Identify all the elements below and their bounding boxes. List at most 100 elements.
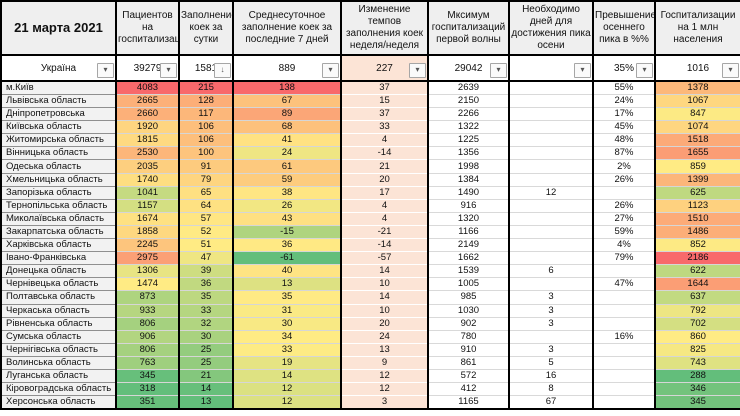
value-cell[interactable] xyxy=(508,81,593,95)
value-cell[interactable]: 1486 xyxy=(654,225,740,240)
region-name-cell[interactable]: Чернігівська область xyxy=(0,343,116,357)
value-cell[interactable]: 1030 xyxy=(427,304,509,318)
value-cell[interactable]: 1998 xyxy=(427,159,509,174)
value-cell[interactable]: 4 xyxy=(340,212,428,226)
value-cell[interactable]: 37 xyxy=(340,81,428,95)
value-cell[interactable]: 32 xyxy=(178,317,233,331)
value-cell[interactable]: 288 xyxy=(654,369,740,384)
value-cell[interactable]: -15 xyxy=(232,225,341,240)
value-cell[interactable] xyxy=(508,120,593,135)
value-cell[interactable]: 21 xyxy=(178,369,233,384)
filter-dropdown-icon[interactable]: ▾ xyxy=(97,63,114,78)
region-name-cell[interactable]: Дніпропетровська xyxy=(0,107,116,122)
value-cell[interactable]: -14 xyxy=(340,238,428,253)
value-cell[interactable]: 48% xyxy=(592,133,655,148)
value-cell[interactable] xyxy=(592,304,655,318)
value-cell[interactable]: 79 xyxy=(178,173,233,187)
value-cell[interactable]: 412 xyxy=(427,382,509,397)
value-cell[interactable]: 24 xyxy=(340,330,428,344)
value-cell[interactable]: 1123 xyxy=(654,199,740,213)
region-name-cell[interactable]: Івано-Франківська xyxy=(0,251,116,266)
value-cell[interactable]: 100 xyxy=(178,146,233,161)
value-cell[interactable]: 26% xyxy=(592,199,655,213)
summary-per-million-cell[interactable]: 1016 ▾ xyxy=(654,55,740,82)
region-name-cell[interactable]: Черкаська область xyxy=(0,304,116,318)
value-cell[interactable]: 1067 xyxy=(654,94,740,109)
value-cell[interactable] xyxy=(592,186,655,200)
value-cell[interactable]: 985 xyxy=(427,290,509,305)
value-cell[interactable]: 117 xyxy=(178,107,233,122)
value-cell[interactable]: 1740 xyxy=(115,173,179,187)
value-cell[interactable]: 59% xyxy=(592,225,655,240)
value-cell[interactable]: 763 xyxy=(115,356,179,370)
value-cell[interactable]: 8 xyxy=(508,382,593,397)
value-cell[interactable]: 35 xyxy=(178,290,233,305)
value-cell[interactable]: 45% xyxy=(592,120,655,135)
value-cell[interactable] xyxy=(508,159,593,174)
region-name-cell[interactable]: Київська область xyxy=(0,120,116,135)
value-cell[interactable]: 47% xyxy=(592,277,655,292)
region-name-cell[interactable]: Донецька область xyxy=(0,264,116,279)
value-cell[interactable]: 41 xyxy=(232,133,341,148)
value-cell[interactable] xyxy=(508,330,593,344)
value-cell[interactable]: -21 xyxy=(340,225,428,240)
value-cell[interactable]: 806 xyxy=(115,317,179,331)
value-cell[interactable] xyxy=(508,133,593,148)
value-cell[interactable] xyxy=(508,225,593,240)
value-cell[interactable]: 861 xyxy=(427,356,509,370)
value-cell[interactable]: 1474 xyxy=(115,277,179,292)
value-cell[interactable]: 4 xyxy=(340,133,428,148)
value-cell[interactable]: 59 xyxy=(232,173,341,187)
value-cell[interactable]: 2639 xyxy=(427,81,509,95)
value-cell[interactable] xyxy=(508,94,593,109)
filter-dropdown-icon[interactable]: ▾ xyxy=(409,63,426,78)
value-cell[interactable]: 15 xyxy=(340,94,428,109)
value-cell[interactable]: 12 xyxy=(232,395,341,410)
value-cell[interactable]: 17% xyxy=(592,107,655,122)
summary-beds-per-day-cell[interactable]: 1581 ↓ xyxy=(178,55,233,82)
value-cell[interactable]: 12 xyxy=(232,382,341,397)
value-cell[interactable]: 3 xyxy=(340,395,428,410)
value-cell[interactable]: 14 xyxy=(232,369,341,384)
value-cell[interactable]: 20 xyxy=(340,173,428,187)
value-cell[interactable]: 65 xyxy=(178,186,233,200)
value-cell[interactable]: 19 xyxy=(232,356,341,370)
value-cell[interactable]: 2149 xyxy=(427,238,509,253)
value-cell[interactable]: 64 xyxy=(178,199,233,213)
value-cell[interactable]: -14 xyxy=(340,146,428,161)
region-name-cell[interactable]: Вінницька область xyxy=(0,146,116,161)
value-cell[interactable]: 625 xyxy=(654,186,740,200)
value-cell[interactable]: 4 xyxy=(340,199,428,213)
value-cell[interactable]: 16 xyxy=(508,369,593,384)
value-cell[interactable] xyxy=(592,382,655,397)
value-cell[interactable]: 10 xyxy=(340,304,428,318)
value-cell[interactable]: 622 xyxy=(654,264,740,279)
value-cell[interactable]: 1490 xyxy=(427,186,509,200)
value-cell[interactable]: 26 xyxy=(232,199,341,213)
value-cell[interactable] xyxy=(592,264,655,279)
value-cell[interactable] xyxy=(508,238,593,253)
value-cell[interactable]: 1655 xyxy=(654,146,740,161)
value-cell[interactable]: 1858 xyxy=(115,225,179,240)
region-name-cell[interactable]: Херсонська область xyxy=(0,395,116,410)
value-cell[interactable]: 910 xyxy=(427,343,509,357)
value-cell[interactable]: 39 xyxy=(178,264,233,279)
region-name-cell[interactable]: Миколаївська область xyxy=(0,212,116,226)
value-cell[interactable]: 1920 xyxy=(115,120,179,135)
value-cell[interactable]: 37 xyxy=(340,107,428,122)
value-cell[interactable]: 1074 xyxy=(654,120,740,135)
value-cell[interactable]: 36 xyxy=(232,238,341,253)
value-cell[interactable] xyxy=(508,107,593,122)
value-cell[interactable]: 13 xyxy=(232,277,341,292)
summary-name-cell[interactable]: Україна ▾ xyxy=(0,55,116,82)
value-cell[interactable]: 33 xyxy=(340,120,428,135)
value-cell[interactable]: 2% xyxy=(592,159,655,174)
summary-week-change-cell[interactable]: 227 ▾ xyxy=(340,55,428,82)
value-cell[interactable]: 12 xyxy=(340,369,428,384)
value-cell[interactable]: 1644 xyxy=(654,277,740,292)
value-cell[interactable]: 2975 xyxy=(115,251,179,266)
value-cell[interactable]: 3 xyxy=(508,343,593,357)
value-cell[interactable]: 138 xyxy=(232,81,341,95)
value-cell[interactable]: 2266 xyxy=(427,107,509,122)
value-cell[interactable]: 87% xyxy=(592,146,655,161)
